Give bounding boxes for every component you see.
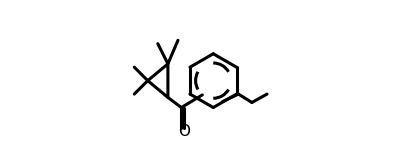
Text: O: O — [179, 123, 190, 139]
